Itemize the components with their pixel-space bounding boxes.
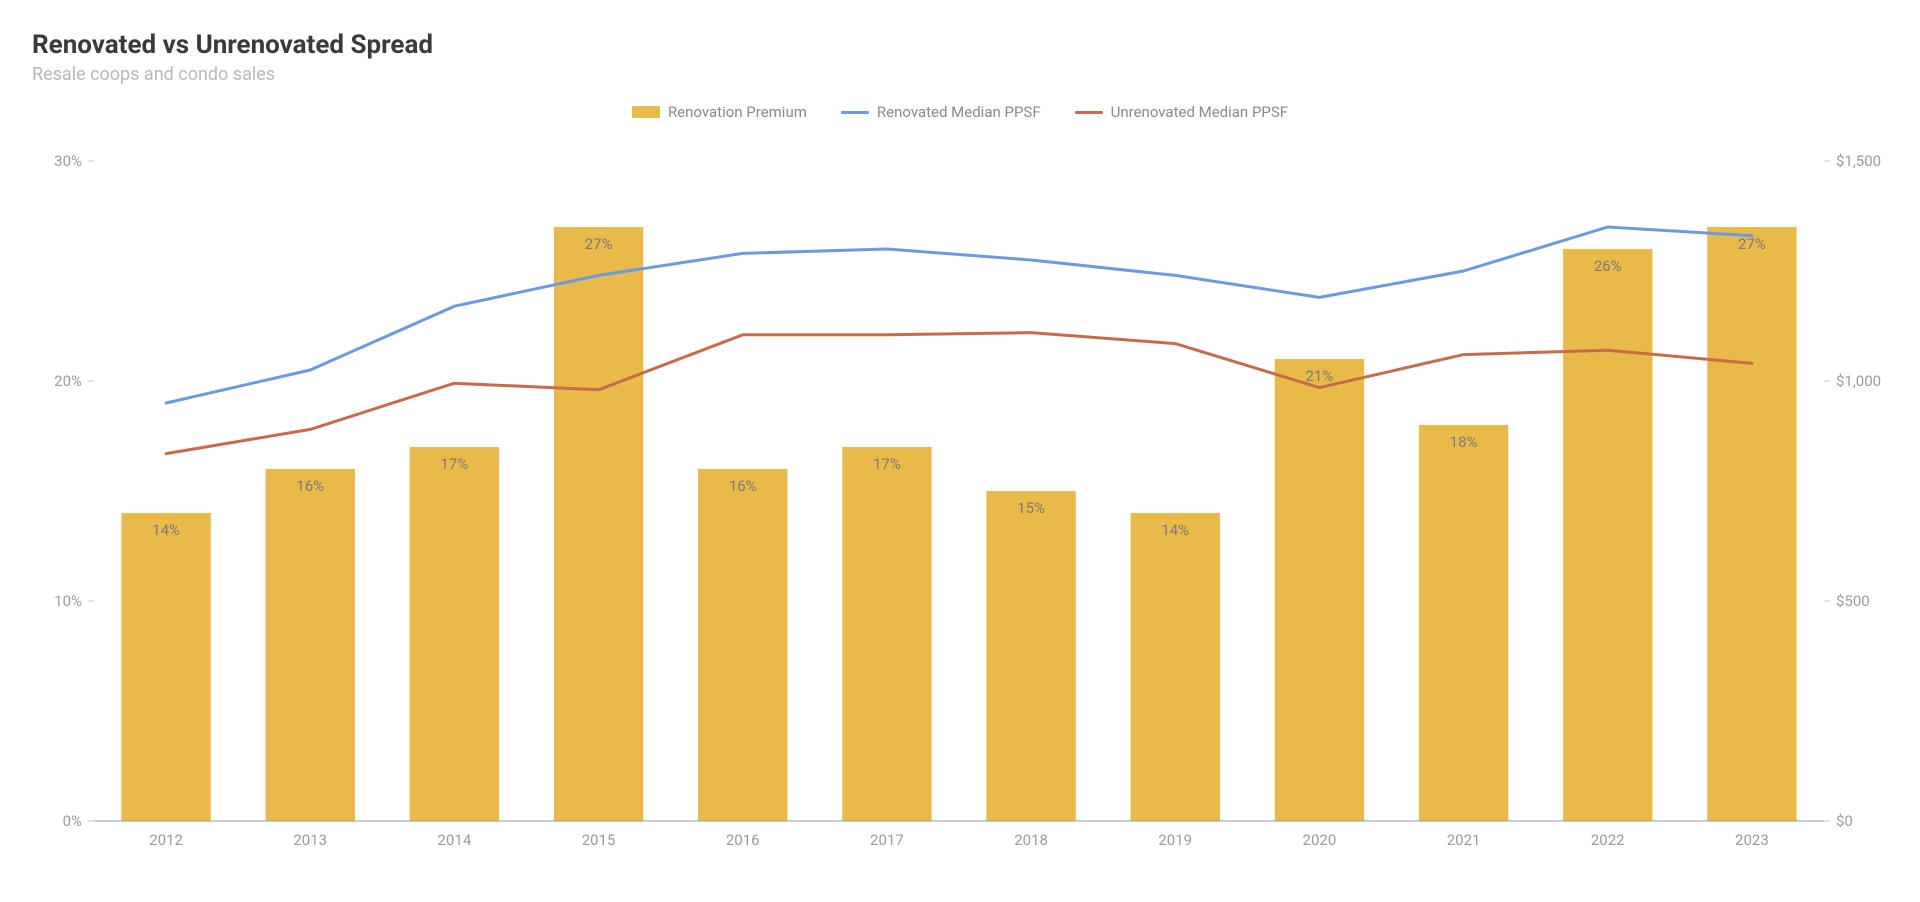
bar [1131,513,1220,821]
x-tick-label: 2016 [726,831,760,849]
x-tick-label: 2023 [1735,831,1769,849]
chart-title: Renovated vs Unrenovated Spread [32,30,1896,60]
bar-value-label: 15% [1017,499,1045,517]
bar-value-label: 27% [585,235,613,253]
legend-item-line2: Unrenovated Median PPSF [1075,103,1288,121]
line-renovated [166,227,1752,403]
bar-value-label: 16% [296,477,324,495]
y-left-tick-label: 30% [54,152,82,170]
legend-swatch-bar [632,106,660,118]
legend-item-bar: Renovation Premium [632,103,807,121]
x-tick-label: 2013 [293,831,327,849]
bar-value-label: 18% [1450,433,1478,451]
legend-item-line1: Renovated Median PPSF [841,103,1041,121]
bar-value-label: 27% [1738,235,1766,253]
bar [1419,425,1508,821]
bar-value-label: 17% [440,455,468,473]
bar [986,491,1075,821]
y-right-tick-label: $500 [1836,592,1870,610]
line-unrenovated [166,333,1752,454]
chart-legend: Renovation Premium Renovated Median PPSF… [24,103,1896,121]
bar-value-label: 26% [1594,257,1622,275]
x-tick-label: 2021 [1447,831,1481,849]
y-right-tick-label: $0 [1836,812,1853,830]
y-right-tick-label: $1,500 [1836,152,1881,170]
bar-value-label: 17% [873,455,901,473]
bar [1563,249,1652,821]
legend-label-bar: Renovation Premium [668,103,807,121]
chart-subtitle: Resale coops and condo sales [32,64,1896,85]
bar-value-label: 14% [152,521,180,539]
x-tick-label: 2019 [1158,831,1192,849]
x-tick-label: 2018 [1014,831,1048,849]
x-tick-label: 2017 [870,831,904,849]
bar [1707,227,1796,821]
bar-value-label: 16% [729,477,757,495]
x-tick-label: 2022 [1591,831,1625,849]
legend-swatch-line2 [1075,111,1103,114]
legend-label-line1: Renovated Median PPSF [877,103,1041,121]
chart-plot-area: 0% 10% 20% 30% $0 $500 $1,000 $1,500 14% 2012 16% 2… [24,141,1896,861]
bar [121,513,210,821]
y-right-tick-label: $1,000 [1836,372,1881,390]
bar [266,469,355,821]
chart-svg: 0% 10% 20% 30% $0 $500 $1,000 $1,500 14% 2012 16% 2… [24,141,1896,861]
bar-value-label: 14% [1161,521,1189,539]
y-left-tick-label: 10% [54,592,82,610]
x-tick-label: 2020 [1303,831,1337,849]
bar [698,469,787,821]
y-left-tick-label: 0% [63,812,82,830]
x-tick-label: 2012 [149,831,183,849]
bar [842,447,931,821]
y-left-tick-label: 20% [54,372,82,390]
bar [410,447,499,821]
x-tick-label: 2015 [582,831,616,849]
x-tick-label: 2014 [438,831,472,849]
bar-value-label: 21% [1305,367,1333,385]
chart-page: Renovated vs Unrenovated Spread Resale c… [0,0,1920,902]
legend-swatch-line1 [841,111,869,114]
bar [554,227,643,821]
legend-label-line2: Unrenovated Median PPSF [1111,103,1288,121]
bar [1275,359,1364,821]
